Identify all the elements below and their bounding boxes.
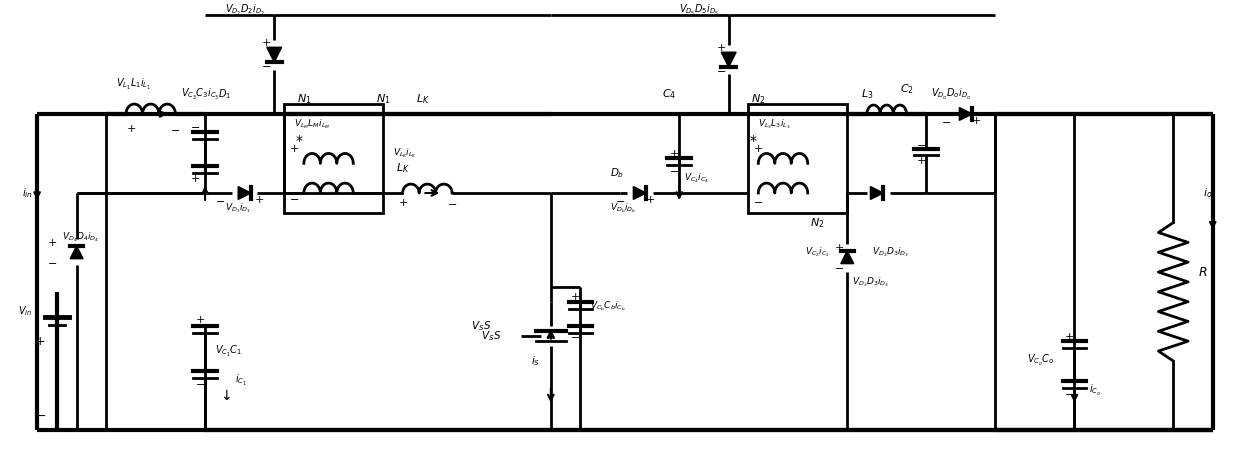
Text: $+$: $+$ [715,42,725,53]
Text: $-$: $-$ [446,198,458,208]
Text: $V_{D_5}D_5i_{D_5}$: $V_{D_5}D_5i_{D_5}$ [680,3,719,18]
Text: $-$: $-$ [1064,388,1075,398]
Text: $-$: $-$ [916,138,926,148]
Text: $-$: $-$ [289,193,299,203]
Text: $+$: $+$ [47,237,57,248]
Text: $V_SS$: $V_SS$ [481,329,501,343]
Text: $V_{D_1}i_{D_1}$: $V_{D_1}i_{D_1}$ [224,201,250,215]
Text: $V_{L_1}L_1i_{L_1}$: $V_{L_1}L_1i_{L_1}$ [117,77,151,92]
Text: $-$: $-$ [190,121,200,131]
Text: $V_S S$: $V_S S$ [471,319,491,333]
Polygon shape [267,47,281,62]
Text: $+$: $+$ [126,123,136,134]
Text: $+$: $+$ [195,314,205,325]
Text: $i_{in}$: $i_{in}$ [22,186,32,200]
Text: $+$: $+$ [570,291,580,302]
Bar [284,104,383,213]
Text: $-$: $-$ [47,257,57,267]
Polygon shape [722,52,737,67]
Text: $i_o$: $i_o$ [1203,186,1213,200]
Text: $V_{C_o}C_o$: $V_{C_o}C_o$ [1027,353,1055,368]
Text: $L_3$: $L_3$ [861,87,873,101]
Polygon shape [238,187,250,199]
Text: $+$: $+$ [971,115,981,126]
Text: $i_{C_o}$: $i_{C_o}$ [1089,383,1101,398]
Text: $*$: $*$ [295,132,304,146]
Text: $-$: $-$ [941,116,951,126]
Text: $-$: $-$ [195,378,205,388]
Text: $+$: $+$ [262,37,272,49]
Text: $-$: $-$ [615,195,625,205]
Text: $C_4$: $C_4$ [662,87,677,101]
Text: $D_b$: $D_b$ [610,166,625,180]
Text: $N_2$: $N_2$ [751,92,765,106]
Text: $+$: $+$ [670,148,680,159]
Text: $N_1$: $N_1$ [376,92,391,106]
Text: $V_{D_3}D_3i_{D_3}$: $V_{D_3}D_3i_{D_3}$ [852,275,889,289]
Text: $V_{D_2}D_2i_{D_2}$: $V_{D_2}D_2i_{D_2}$ [224,3,264,18]
Text: $N_1$: $N_1$ [296,92,311,106]
Polygon shape [634,187,646,199]
Text: $L_K$: $L_K$ [415,92,429,106]
Text: $V_{C_2}i_{C_2}$: $V_{C_2}i_{C_2}$ [805,245,830,259]
Text: $C_2$: $C_2$ [899,82,914,96]
Text: $V_{C_4}i_{C_4}$: $V_{C_4}i_{C_4}$ [684,171,709,185]
Text: $-$: $-$ [835,262,844,272]
Text: $V_{D_3}D_3i_{D_3}$: $V_{D_3}D_3i_{D_3}$ [872,245,909,259]
Text: $V_{D_b}i_{D_b}$: $V_{D_b}i_{D_b}$ [610,201,636,215]
Text: $V_{C_3}C_3i_{C_3}$: $V_{C_3}C_3i_{C_3}$ [181,87,219,102]
Text: $L_K$: $L_K$ [396,162,409,175]
Text: $+$: $+$ [398,197,408,208]
Text: $-$: $-$ [670,165,680,175]
Text: $+$: $+$ [916,155,926,166]
Text: $-$: $-$ [170,124,181,134]
Text: $-$: $-$ [215,195,224,205]
Text: $-$: $-$ [715,65,725,74]
Text: $i_S$: $i_S$ [532,354,541,368]
Text: $R$: $R$ [1198,266,1208,278]
Text: $D_1$: $D_1$ [218,87,232,101]
Text: $+$: $+$ [645,195,655,205]
Text: $*$: $*$ [749,132,758,146]
Text: $i_{C_1}$: $i_{C_1}$ [234,373,247,388]
Text: $N_2$: $N_2$ [811,216,825,229]
Text: $V_{C_b}C_b i_{C_b}$: $V_{C_b}C_b i_{C_b}$ [590,300,626,313]
Text: $-$: $-$ [35,409,46,422]
Polygon shape [71,246,83,259]
Polygon shape [960,107,972,121]
Text: $+$: $+$ [1064,331,1075,342]
Text: $-$: $-$ [262,59,272,70]
Text: $+$: $+$ [35,335,46,348]
Text: $V_{in}$: $V_{in}$ [17,305,32,318]
Bar [749,104,847,213]
Text: $+$: $+$ [254,195,264,205]
Polygon shape [870,187,883,199]
Text: $V_{L_K}i_{L_K}$: $V_{L_K}i_{L_K}$ [393,146,417,160]
Text: $V_{L_M}L_M i_{L_M}$: $V_{L_M}L_M i_{L_M}$ [294,117,330,130]
Text: $-$: $-$ [753,196,764,206]
Text: $V_{D_4}D_4i_{D_4}$: $V_{D_4}D_4i_{D_4}$ [62,231,99,244]
Text: $V_{C_1}C_1$: $V_{C_1}C_1$ [215,343,242,358]
Text: $V_{D_o}D_o i_{D_o}$: $V_{D_o}D_o i_{D_o}$ [931,87,971,102]
Text: $-$: $-$ [570,331,580,341]
Text: $+$: $+$ [753,143,764,154]
Text: $+$: $+$ [835,242,844,253]
Polygon shape [841,251,853,264]
Text: $V_{L_3}L_3i_{L_3}$: $V_{L_3}L_3i_{L_3}$ [759,117,791,130]
Text: $+$: $+$ [289,143,299,154]
Text: $\downarrow$: $\downarrow$ [218,389,232,403]
Text: $+$: $+$ [190,173,201,184]
